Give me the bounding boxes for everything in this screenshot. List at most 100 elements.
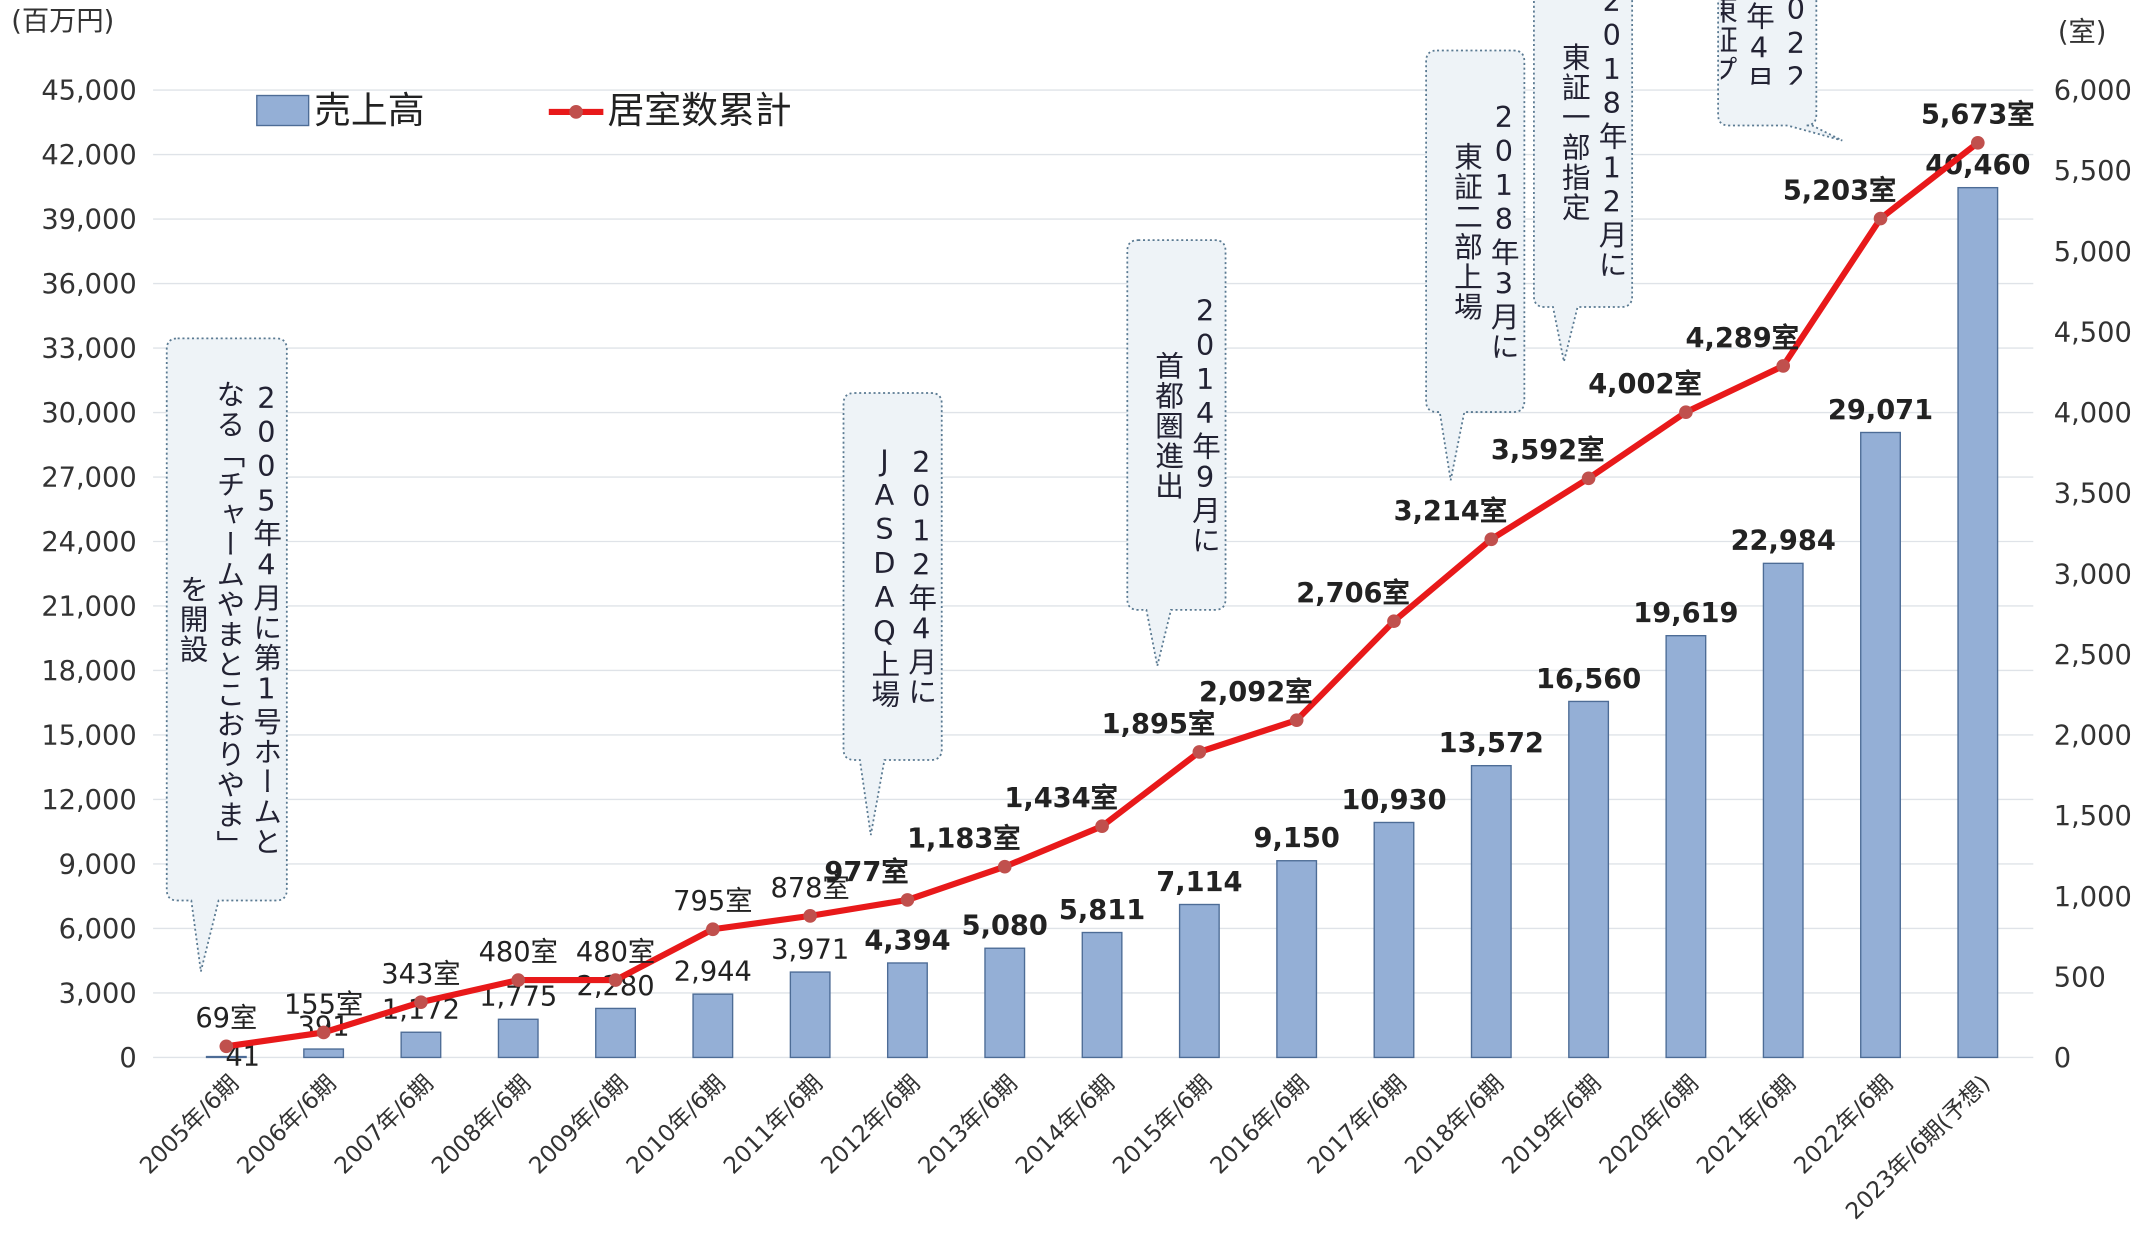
y-tick-label: 45,000 (41, 76, 136, 107)
y2-tick-label: 2,500 (2054, 640, 2132, 671)
bar-value-label: 22,984 (1731, 526, 1836, 557)
y2-tick-label: 4,000 (2054, 398, 2132, 429)
x-tick-label: 2005年/6期 (135, 1070, 245, 1180)
y-tick-label: 36,000 (41, 269, 136, 300)
legend-label: 居室数累計 (607, 89, 791, 132)
bar-value-label: 3,971 (771, 934, 849, 965)
callout-line: 2012年4月に (904, 446, 938, 707)
line-value-label: 480室 (576, 937, 655, 968)
bar-value-label: 16,560 (1536, 664, 1641, 695)
bar-value-label: 13,572 (1439, 728, 1544, 759)
line-point (316, 1025, 331, 1040)
y2-tick-label: 1,000 (2054, 882, 2132, 913)
callout-line: 2014年9月に (1188, 294, 1222, 556)
line-value-label: 69室 (195, 1003, 257, 1034)
bar (984, 947, 1026, 1059)
bar (1568, 700, 1610, 1059)
y-tick-label: 30,000 (41, 398, 136, 429)
y-tick-label: 3,000 (59, 978, 137, 1009)
line-point (1484, 532, 1499, 547)
line-point (1581, 471, 1596, 486)
x-tick-label: 2009年/6期 (524, 1070, 634, 1180)
line-point (1387, 614, 1401, 628)
y2-axis-label: (室) (2058, 17, 2107, 48)
callout: 2022年4月東証プライム市場 (1721, 0, 1813, 85)
line-value-label: 2,092室 (1199, 676, 1313, 708)
y-tick-label: 9,000 (59, 850, 137, 881)
bar-value-label: 7,114 (1156, 867, 1242, 898)
bar (400, 1031, 442, 1059)
y-tick-label: 33,000 (41, 334, 136, 365)
callout-line: 2005年4月に第1号ホームと (249, 382, 283, 857)
line-point (1289, 713, 1304, 727)
line-value-label: 155室 (284, 989, 363, 1020)
y-tick-label: 6,000 (59, 914, 137, 945)
bar (692, 993, 734, 1059)
line-point (219, 1039, 234, 1054)
bar-value-label: 19,619 (1633, 598, 1738, 629)
line-value-label: 4,002室 (1588, 368, 1702, 400)
bar-value-label: 4,394 (864, 925, 950, 956)
legend-swatch (569, 105, 583, 119)
line-point (997, 859, 1012, 874)
y2-tick-label: 1,500 (2054, 801, 2132, 832)
line-value-label: 1,434室 (1004, 782, 1118, 814)
bar (595, 1007, 637, 1059)
callout-box (1717, 0, 1843, 142)
bar (205, 1055, 247, 1059)
bar (886, 962, 928, 1059)
line-point (608, 973, 623, 987)
callout-line: 2022年4月 (1742, 0, 1813, 85)
legend-label: 売上高 (314, 89, 424, 132)
y2-tick-label: 3,500 (2054, 479, 2132, 510)
x-tick-label: 2014年/6期 (1010, 1070, 1120, 1180)
bar (1373, 821, 1415, 1059)
bar (1860, 431, 1901, 1059)
y-tick-label: 12,000 (41, 785, 136, 816)
line-value-label: 3,214室 (1394, 495, 1508, 527)
line-value-label: 795室 (673, 886, 752, 917)
bar (1470, 764, 1512, 1059)
x-tick-label: 2017年/6期 (1302, 1070, 1412, 1180)
line-value-label: 878室 (770, 873, 849, 904)
y-tick-label: 42,000 (41, 140, 136, 171)
line-point (900, 893, 915, 907)
bar-value-label: 10,930 (1341, 785, 1446, 816)
y2-tick-label: 6,000 (2054, 76, 2132, 107)
x-tick-label: 2021年/6期 (1692, 1070, 1802, 1180)
line-point (511, 973, 526, 987)
y-tick-label: 0 (119, 1043, 136, 1074)
callout-box (1533, 0, 1634, 362)
bar-value-label: 40,460 (1925, 150, 2030, 181)
bar-value-label: 29,071 (1828, 395, 1933, 426)
line-value-label: 343室 (381, 959, 460, 990)
line-point (1679, 405, 1693, 420)
bar (1665, 634, 1707, 1059)
line-value-label: 5,203室 (1783, 174, 1897, 206)
callout-line: JASDAQ上場 (868, 444, 901, 709)
callout-box (165, 337, 288, 972)
callout-box (1126, 239, 1227, 667)
line-point (1776, 359, 1791, 373)
callout-line: 首都圏進出 (1151, 349, 1185, 501)
callout-text: 2018年3月に 東証二部上場 (1429, 61, 1522, 401)
callout-line: 2018年12月に (1595, 0, 1629, 280)
y-tick-label: 39,000 (41, 205, 136, 236)
x-tick-label: 2018年/6期 (1400, 1070, 1510, 1180)
x-tick-label: 2010年/6期 (621, 1070, 731, 1180)
y2-tick-label: 0 (2054, 1043, 2071, 1074)
callout-text: 2005年4月に第1号ホームと なる「チャームやまとこおりやま」 を開設 (169, 349, 284, 889)
x-tick-label: 2015年/6期 (1108, 1070, 1218, 1180)
line-value-label: 1,183室 (907, 823, 1021, 855)
callout-box (1425, 49, 1526, 481)
callout-box (842, 392, 943, 836)
y2-tick-label: 5,000 (2054, 237, 2132, 268)
bar (789, 971, 831, 1059)
line-point (414, 995, 428, 1009)
y-tick-label: 27,000 (41, 463, 136, 494)
legend-swatch (256, 94, 310, 127)
bar-value-label: 2,944 (674, 957, 752, 988)
